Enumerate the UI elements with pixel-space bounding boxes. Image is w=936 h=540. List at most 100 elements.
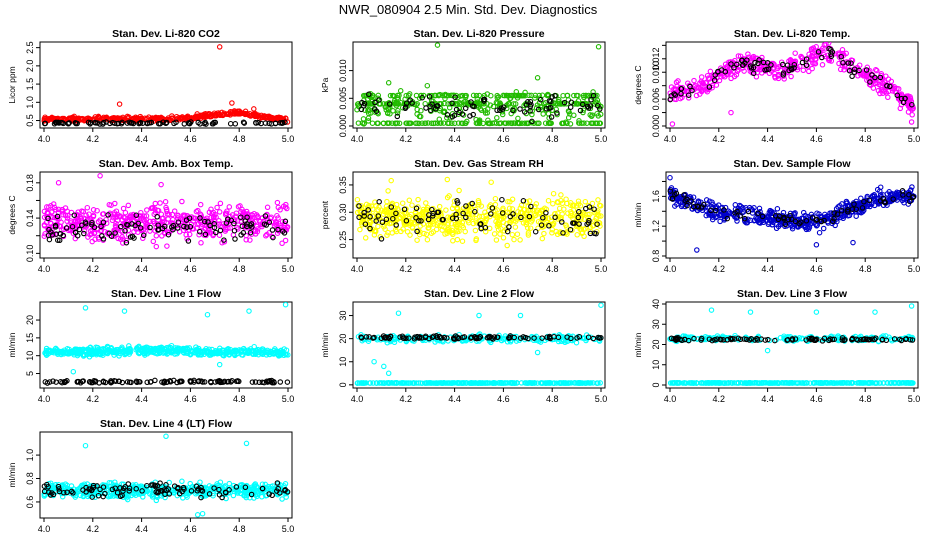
- data-point: [436, 203, 443, 210]
- data-point: [825, 57, 832, 63]
- data-point: [227, 112, 233, 118]
- series-selected: [42, 377, 291, 386]
- data-point: [144, 224, 150, 231]
- data-point: [87, 345, 93, 351]
- data-point: [512, 101, 519, 107]
- data-point: [229, 212, 236, 218]
- data-point: [581, 216, 587, 222]
- data-point: [107, 120, 113, 127]
- data-point: [98, 227, 105, 233]
- y-axis-label: ml/min: [7, 332, 17, 357]
- data-point: [713, 205, 719, 212]
- data-point: [106, 230, 113, 237]
- data-point: [384, 198, 390, 205]
- data-point: [724, 215, 731, 222]
- x-tick-label: 4.6: [184, 134, 197, 144]
- data-point: [277, 115, 283, 121]
- series-all: [354, 302, 604, 386]
- data-point: [134, 345, 140, 351]
- y-tick-label: 0.006: [651, 88, 661, 111]
- outlier-point: [444, 176, 451, 183]
- data-point: [51, 204, 58, 211]
- data-point: [162, 226, 168, 232]
- data-point: [527, 225, 534, 231]
- data-point: [175, 213, 181, 219]
- data-point: [481, 380, 488, 386]
- data-point: [381, 380, 388, 386]
- figure-title: NWR_080904 2.5 Min. Std. Dev. Diagnostic…: [338, 2, 598, 17]
- outlier-point: [381, 363, 387, 370]
- data-point: [46, 236, 53, 243]
- data-point: [756, 205, 763, 212]
- y-tick-label: 40: [651, 299, 661, 309]
- data-point: [473, 335, 479, 342]
- data-point: [443, 92, 450, 99]
- data-point: [371, 232, 378, 238]
- data-point: [41, 222, 48, 228]
- data-point: [908, 187, 914, 193]
- data-point: [598, 213, 604, 219]
- data-point: [520, 220, 527, 226]
- data-point: [853, 206, 859, 212]
- data-point: [685, 95, 692, 101]
- data-point: [356, 203, 362, 209]
- y-tick-label: 0.5: [25, 114, 35, 127]
- data-point: [112, 378, 119, 384]
- data-point: [283, 347, 290, 353]
- data-point: [197, 228, 203, 235]
- data-point: [418, 107, 424, 114]
- data-point: [697, 80, 703, 86]
- data-point: [575, 198, 582, 204]
- data-point: [684, 202, 690, 209]
- data-point: [788, 65, 795, 72]
- data-point: [157, 121, 163, 127]
- data-point: [454, 200, 461, 206]
- data-point: [233, 378, 240, 385]
- data-point: [775, 223, 782, 230]
- data-point: [906, 192, 912, 198]
- data-point: [482, 224, 489, 231]
- data-point: [61, 347, 68, 353]
- data-point: [667, 188, 674, 194]
- data-point: [56, 237, 63, 244]
- data-point: [745, 51, 751, 57]
- data-point: [137, 120, 143, 126]
- data-point: [416, 231, 423, 238]
- data-point: [94, 344, 101, 351]
- data-point: [595, 113, 602, 119]
- data-point: [539, 235, 546, 242]
- data-point: [252, 379, 259, 385]
- data-point: [105, 212, 111, 218]
- data-point: [558, 197, 564, 204]
- data-point: [802, 212, 808, 219]
- data-point: [461, 334, 468, 340]
- y-tick-label: 0.012: [651, 48, 661, 71]
- data-point: [839, 47, 846, 53]
- data-point: [354, 196, 361, 203]
- data-point: [445, 222, 451, 228]
- data-point: [495, 94, 502, 100]
- data-point: [545, 215, 552, 222]
- data-point: [126, 216, 133, 223]
- data-point: [46, 226, 52, 233]
- data-point: [394, 205, 401, 212]
- data-point: [585, 334, 592, 340]
- data-point: [238, 214, 244, 220]
- y-tick-label: 1.6: [651, 190, 661, 203]
- data-point: [816, 51, 822, 58]
- data-point: [213, 214, 219, 221]
- data-point: [819, 54, 825, 61]
- data-point: [571, 112, 577, 119]
- data-point: [473, 116, 479, 123]
- data-point: [228, 217, 235, 224]
- data-point: [884, 83, 890, 89]
- data-point: [545, 197, 552, 204]
- data-point: [266, 113, 272, 120]
- data-point: [463, 214, 469, 221]
- data-point: [76, 226, 83, 233]
- data-point: [909, 112, 915, 118]
- data-point: [169, 224, 175, 230]
- x-tick-label: 5.0: [282, 394, 295, 404]
